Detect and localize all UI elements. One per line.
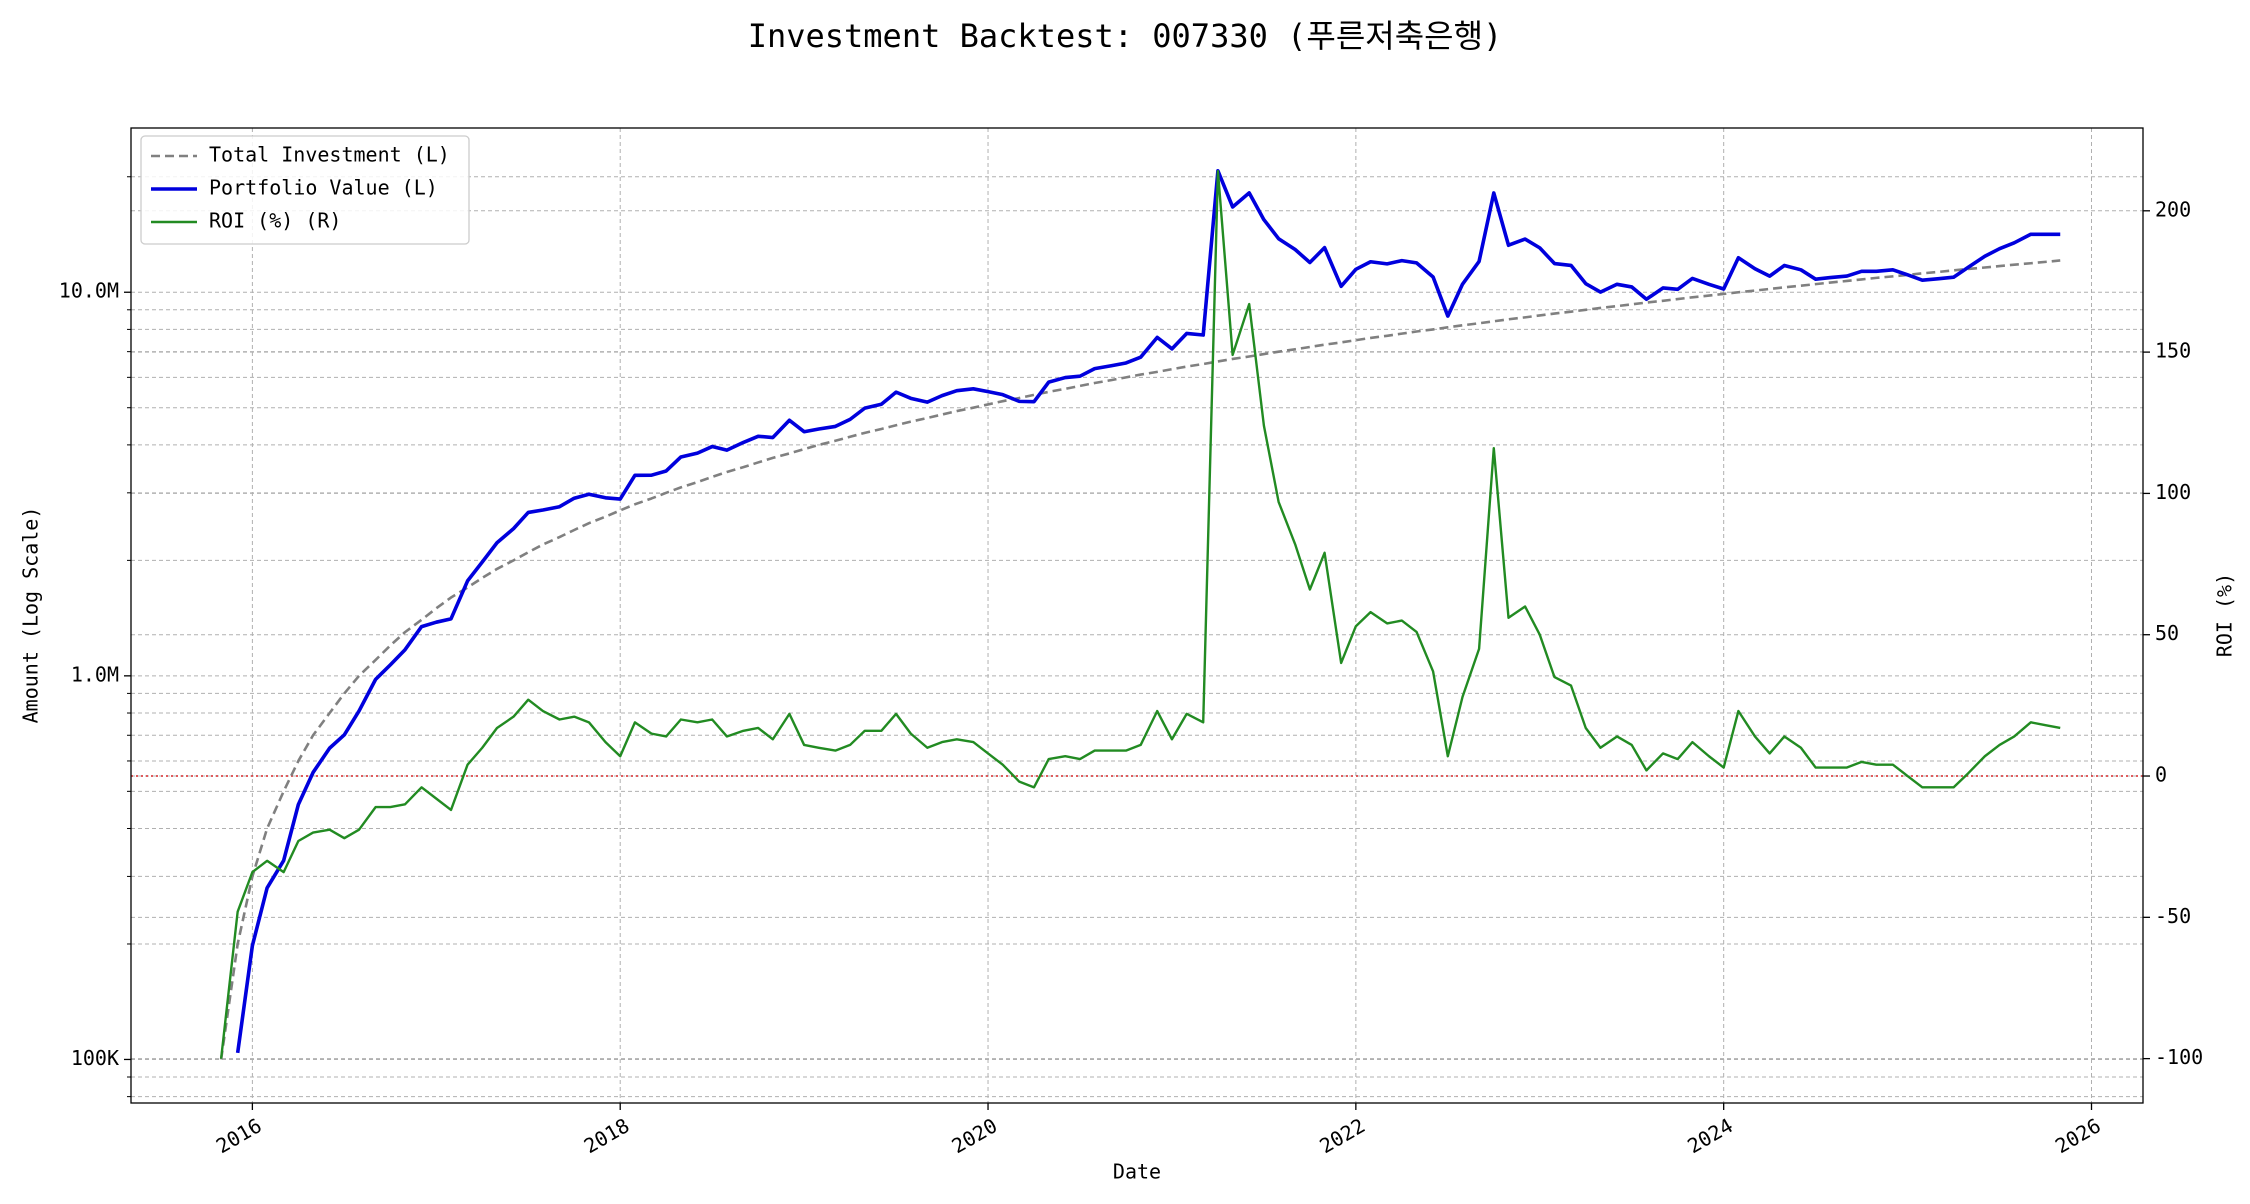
- legend-label: Portfolio Value (L): [209, 176, 438, 200]
- plot-frame: [130, 127, 2144, 1104]
- series-line: [219, 170, 2061, 1059]
- y-axis-label: Amount (Log Scale): [19, 507, 43, 724]
- y2-tick-label: 150: [2155, 339, 2191, 363]
- y2-tick-label: 200: [2155, 197, 2191, 221]
- y2-axis-label: ROI (%): [2213, 573, 2237, 657]
- y-tick-label: 10.0M: [59, 279, 119, 303]
- chart-title: Investment Backtest: 007330 (푸른저축은행): [748, 17, 1503, 55]
- legend-box: [140, 135, 470, 245]
- y-tick-label: 100K: [71, 1046, 119, 1070]
- y2-tick-label: 50: [2155, 621, 2179, 645]
- y-tick-label: 1.0M: [71, 662, 119, 686]
- x-axis-label: Date: [1113, 1160, 1161, 1184]
- y2-tick-label: -50: [2155, 904, 2191, 928]
- series-line: [235, 169, 2061, 1054]
- series-line: [219, 259, 2061, 1060]
- y2-tick-label: 100: [2155, 480, 2191, 504]
- y2-tick-label: 0: [2155, 763, 2167, 787]
- legend-label: Total Investment (L): [209, 143, 450, 167]
- y2-tick-label: -100: [2155, 1045, 2203, 1069]
- legend-label: ROI (%) (R): [209, 209, 341, 233]
